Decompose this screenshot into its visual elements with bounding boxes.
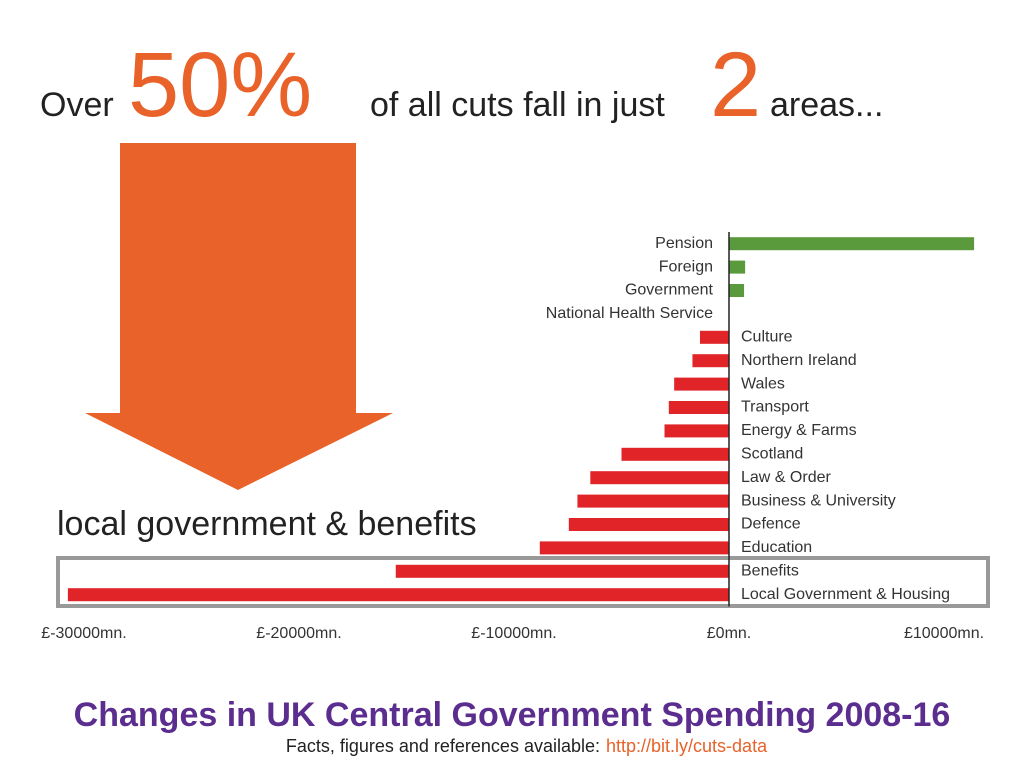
bar	[568, 518, 729, 531]
category-label: Foreign	[659, 258, 713, 275]
category-label: National Health Service	[546, 305, 713, 322]
bar	[692, 354, 729, 368]
category-label: Government	[625, 282, 714, 299]
category-label: Energy & Farms	[741, 422, 857, 439]
headline-percent: 50%	[128, 34, 312, 136]
bar	[621, 447, 729, 461]
bar	[590, 471, 729, 485]
headline-lead: Over	[40, 86, 114, 124]
category-label: Benefits	[741, 563, 799, 580]
annotation: local government & benefits	[57, 505, 477, 543]
arrow	[85, 143, 393, 490]
category-label: Scotland	[741, 446, 803, 463]
category-label: Business & University	[741, 492, 896, 509]
bar	[699, 330, 729, 344]
bar	[674, 377, 729, 391]
category-label: Northern Ireland	[741, 352, 857, 369]
category-label: Law & Order	[741, 469, 831, 486]
x-tick-label: £0mn.	[707, 625, 751, 642]
headline-tail: areas...	[770, 86, 883, 124]
bar	[729, 284, 745, 297]
bar	[729, 237, 975, 251]
category-label: Wales	[741, 375, 785, 392]
category-label: Education	[741, 539, 812, 556]
footnote: Facts, figures and references available:	[286, 736, 600, 756]
x-tick-label: £-10000mn.	[471, 625, 556, 642]
x-tick-label: £-20000mn.	[256, 625, 341, 642]
category-label: Defence	[741, 516, 801, 533]
chart-title: Changes in UK Central Government Spendin…	[74, 696, 951, 734]
bar	[664, 424, 729, 438]
bar	[67, 588, 729, 602]
bar	[577, 494, 729, 508]
x-tick-label: £10000mn.	[904, 625, 984, 642]
category-label: Local Government & Housing	[741, 586, 950, 603]
category-label: Transport	[741, 399, 809, 416]
bar	[729, 260, 746, 274]
link[interactable]: http://bit.ly/cuts-data	[606, 736, 768, 756]
highlight-box	[56, 556, 990, 608]
bar	[668, 401, 729, 414]
plot: £-30000mn. £-20000mn. £-10000mn. £0mn. £1000…	[41, 232, 984, 642]
headline-middle: of all cuts fall in just	[370, 86, 665, 124]
bar	[539, 541, 729, 555]
x-tick-label: £-30000mn.	[41, 625, 126, 642]
category-label: Pension	[655, 235, 713, 252]
headline-count: 2	[710, 34, 761, 136]
bar	[395, 564, 729, 578]
category-label: Culture	[741, 329, 793, 346]
